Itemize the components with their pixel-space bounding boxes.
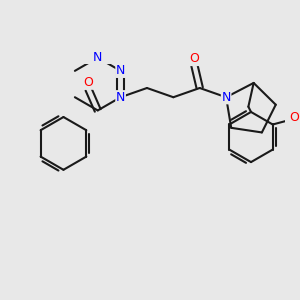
Text: O: O: [84, 76, 93, 89]
Text: N: N: [116, 64, 125, 77]
Text: O: O: [190, 52, 200, 65]
Text: N: N: [116, 91, 125, 104]
Text: O: O: [289, 111, 299, 124]
Text: N: N: [221, 91, 231, 104]
Text: N: N: [93, 51, 102, 64]
